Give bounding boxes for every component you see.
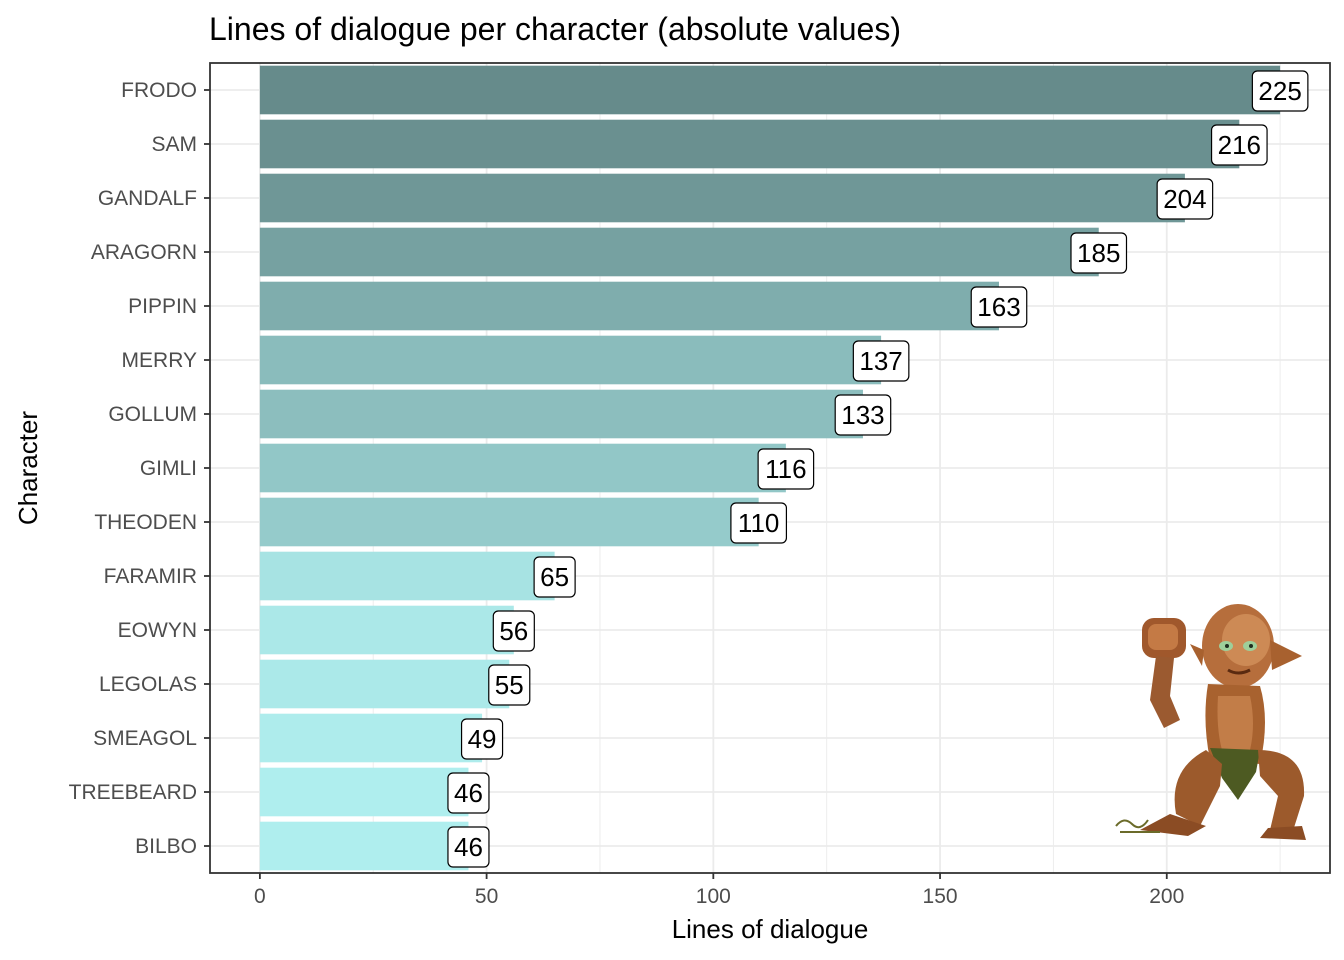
data-label-legolas: 55 <box>495 670 524 700</box>
data-label-aragorn: 185 <box>1077 238 1120 268</box>
data-label-sam: 216 <box>1218 130 1261 160</box>
y-tick-label-gandalf: GANDALF <box>98 187 197 210</box>
y-tick-label-merry: MERRY <box>122 349 197 372</box>
y-tick-label-aragorn: ARAGORN <box>91 241 197 264</box>
bar-aragorn <box>259 227 1099 277</box>
data-label-box <box>488 664 531 706</box>
bar-gandalf <box>259 173 1185 223</box>
data-label-treebeard: 46 <box>454 778 483 808</box>
y-tick-label-pippin: PIPPIN <box>128 295 197 318</box>
bar-treebeard <box>259 767 469 817</box>
bar-smeagol <box>259 713 483 763</box>
bar-faramir <box>259 551 555 601</box>
x-axis: 0 50 100 150 200 <box>254 873 1184 908</box>
data-label-frodo: 225 <box>1258 76 1301 106</box>
data-label-bilbo: 46 <box>454 832 483 862</box>
data-label-box <box>1070 232 1128 274</box>
x-tick-label-50: 50 <box>475 885 498 908</box>
bar-gimli <box>259 443 786 493</box>
y-axis: FRODO SAM GANDALF ARAGORN PIPPIN MERRY GOLLUM G… <box>69 79 210 858</box>
gollum-illustration <box>1115 604 1306 840</box>
y-tick-label-faramir: FARAMIR <box>104 565 197 588</box>
data-label-box <box>447 826 490 868</box>
y-axis-title: Character <box>13 411 43 525</box>
bar-legolas <box>259 659 510 709</box>
data-label-box <box>730 502 788 544</box>
data-label-faramir: 65 <box>540 562 569 592</box>
data-label-gandalf: 204 <box>1163 184 1206 214</box>
bar-theoden <box>259 497 759 547</box>
bar-sam <box>259 119 1240 169</box>
data-label-gollum: 133 <box>841 400 884 430</box>
data-label-smeagol: 49 <box>468 724 497 754</box>
bar-eowyn <box>259 605 514 655</box>
data-label-merry: 137 <box>859 346 902 376</box>
y-tick-label-smeagol: SMEAGOL <box>93 727 197 750</box>
data-label-box <box>1156 178 1214 220</box>
bars <box>259 65 1281 871</box>
data-label-theoden: 110 <box>738 508 779 538</box>
bar-frodo <box>259 65 1281 115</box>
chart-title: Lines of dialogue per character (absolut… <box>209 11 901 47</box>
data-label-box <box>970 286 1028 328</box>
x-tick-label-0: 0 <box>254 885 266 908</box>
y-tick-label-eowyn: EOWYN <box>118 619 197 642</box>
data-label-gimli: 116 <box>765 454 806 484</box>
data-label-box <box>492 610 535 652</box>
x-axis-title: Lines of dialogue <box>672 914 869 944</box>
x-tick-label-100: 100 <box>696 885 731 908</box>
data-label-pippin: 163 <box>977 292 1020 322</box>
data-label-box <box>1251 70 1309 112</box>
y-tick-label-theoden: THEODEN <box>94 511 197 534</box>
bar-pippin <box>259 281 999 331</box>
data-label-box <box>533 556 576 598</box>
data-label-box <box>834 394 892 436</box>
data-label-box <box>757 448 815 490</box>
x-tick-label-150: 150 <box>923 885 958 908</box>
data-label-box <box>1210 124 1268 166</box>
data-labels: 225 216 204 185 163 137 133 116 110 65 56 55 49 46 46 <box>447 70 1309 868</box>
bar-merry <box>259 335 882 385</box>
y-tick-label-frodo: FRODO <box>121 79 197 102</box>
bar-bilbo <box>259 821 469 871</box>
y-tick-label-bilbo: BILBO <box>135 835 197 858</box>
x-tick-label-200: 200 <box>1149 885 1184 908</box>
data-label-eowyn: 56 <box>499 616 528 646</box>
y-tick-label-gimli: GIMLI <box>140 457 197 480</box>
y-tick-label-treebeard: TREEBEARD <box>69 781 197 804</box>
y-tick-label-gollum: GOLLUM <box>108 403 197 426</box>
y-tick-label-sam: SAM <box>151 133 197 156</box>
y-tick-label-legolas: LEGOLAS <box>99 673 197 696</box>
data-label-box <box>852 340 910 382</box>
bar-gollum <box>259 389 863 439</box>
data-label-box <box>447 772 490 814</box>
data-label-box <box>460 718 504 760</box>
